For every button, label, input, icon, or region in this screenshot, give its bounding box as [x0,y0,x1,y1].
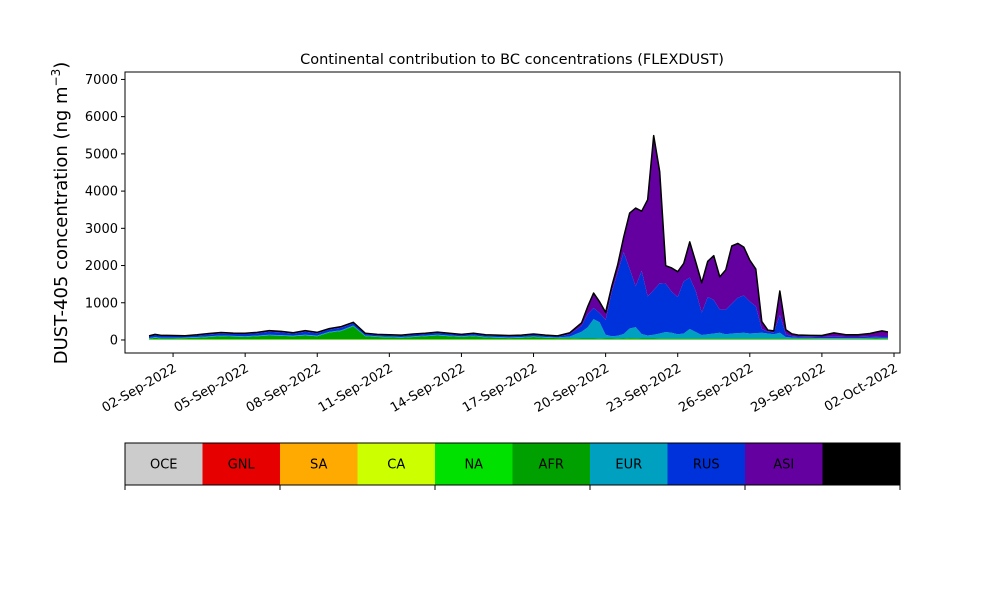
y-axis-label-main: DUST-405 concentration (ng m [51,86,72,364]
legend-label-eur: EUR [615,458,642,473]
chart-title: Continental contribution to BC concentra… [300,52,724,68]
legend-swatch-aus [822,443,900,485]
x-tick-label-2022-10-02: 02-Oct-2022 [822,361,900,415]
y-tick-label-0: 0 [110,333,118,348]
y-tick-label-4000: 4000 [85,185,118,200]
legend-colorbar: OCE GNL SA CA NA AFR EUR RUS ASI AUS [124,442,901,490]
legend-label-asi: ASI [773,458,794,473]
y-axis-label-close: ) [51,62,72,69]
y-axis-label-exponent: −3 [49,69,63,87]
legend-swatch-rus [667,443,745,485]
legend-label-afr: AFR [539,458,564,473]
y-tick-label-7000: 7000 [85,73,118,88]
legend-label-aus: AUS [848,458,875,473]
x-tick-label-2022-09-05: 05-Sep-2022 [172,361,252,416]
y-tick-label-3000: 3000 [85,222,118,237]
y-axis-label: DUST-405 concentration (ng m−3) [49,62,72,365]
legend-swatch-afr [512,443,590,485]
legend-swatch-na [435,443,513,485]
y-tick-label-1000: 1000 [85,296,118,311]
legend-swatch-gnl [202,443,280,485]
x-axis: 02-Sep-202205-Sep-202208-Sep-202211-Sep-… [100,353,900,416]
x-tick-label-2022-09-17: 17-Sep-2022 [460,361,540,416]
x-tick-label-2022-09-20: 20-Sep-2022 [532,361,612,416]
total-line-group [148,134,889,337]
total-concentration-line [148,134,889,337]
legend-frame [124,442,901,486]
legend-label-rus: RUS [693,458,720,473]
x-tick-label-2022-09-11: 11-Sep-2022 [316,361,396,416]
legend-swatch-asi [745,443,823,485]
y-tick-label-5000: 5000 [85,147,118,162]
y-tick-label-2000: 2000 [85,259,118,274]
area-series-rus [149,252,888,339]
legend-label-sa: SA [310,458,327,473]
legend-label-ca: CA [387,458,405,473]
legend-swatch-ca [357,443,435,485]
y-tick-label-6000: 6000 [85,110,118,125]
stacked-areas [149,135,888,340]
legend-label-oce: OCE [150,458,178,473]
legend-swatch-oce [125,443,203,485]
legend-label-na: NA [464,458,483,473]
x-tick-label-2022-09-14: 14-Sep-2022 [388,361,468,416]
x-tick-label-2022-09-29: 29-Sep-2022 [748,361,828,416]
plot-frame [124,71,901,354]
area-series-asi [149,135,888,337]
x-tick-label-2022-09-23: 23-Sep-2022 [604,361,684,416]
x-tick-label-2022-09-08: 08-Sep-2022 [244,361,324,416]
legend-label-gnl: GNL [228,458,256,473]
legend-swatch-sa [280,443,358,485]
x-tick-label-2022-09-02: 02-Sep-2022 [100,361,180,416]
area-series-afr [149,326,888,340]
x-tick-label-2022-09-26: 26-Sep-2022 [676,361,756,416]
y-axis: 0 1000 2000 3000 4000 5000 6000 7000 [85,73,125,348]
legend-swatch-eur [590,443,668,485]
